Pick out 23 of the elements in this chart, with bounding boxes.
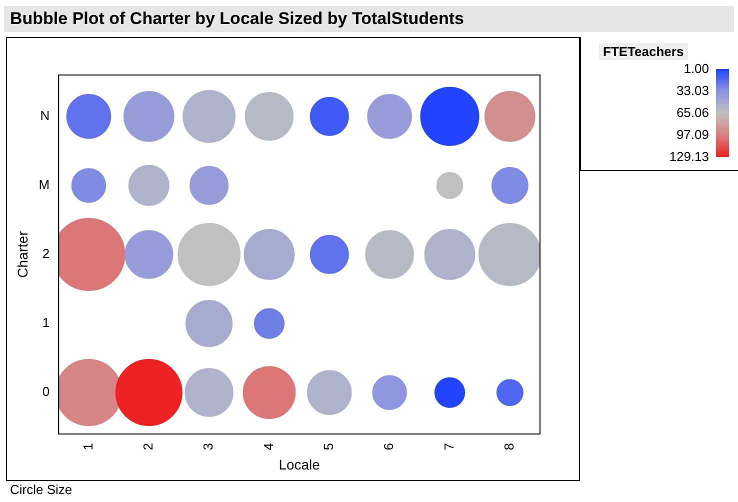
y-tick-label: 0 (42, 384, 50, 400)
x-tick-label: 2 (140, 442, 156, 450)
color-bar-label: 97.09 (676, 126, 709, 143)
x-tick-label: 3 (200, 442, 216, 450)
y-tick-label: 1 (42, 315, 50, 330)
chart-title: Bubble Plot of Charter by Locale Sized by TotalStudents (4, 6, 734, 32)
y-tick-label: M (38, 177, 50, 192)
color-bar-label: 1.00 (684, 61, 709, 77)
y-tick-label: N (40, 108, 50, 123)
y-tick-label: 2 (42, 246, 50, 262)
color-bar-label: 129.13 (669, 149, 709, 165)
x-tick-label: 8 (501, 442, 516, 450)
text: Circle Size (10, 482, 72, 497)
x-tick-label: 7 (441, 442, 456, 450)
x-tick-label: 1 (80, 442, 96, 450)
x-tick-label: 5 (320, 442, 336, 450)
x-axis-title: Locale (278, 456, 320, 472)
x-tick-label: 4 (260, 442, 276, 450)
color-bar-title: FTETeachers (599, 43, 688, 60)
y-axis-title: Charter (14, 230, 30, 278)
color-bar-label: 33.03 (676, 82, 709, 99)
x-tick-label: 6 (381, 442, 396, 450)
color-bar-label: 65.06 (676, 104, 709, 121)
